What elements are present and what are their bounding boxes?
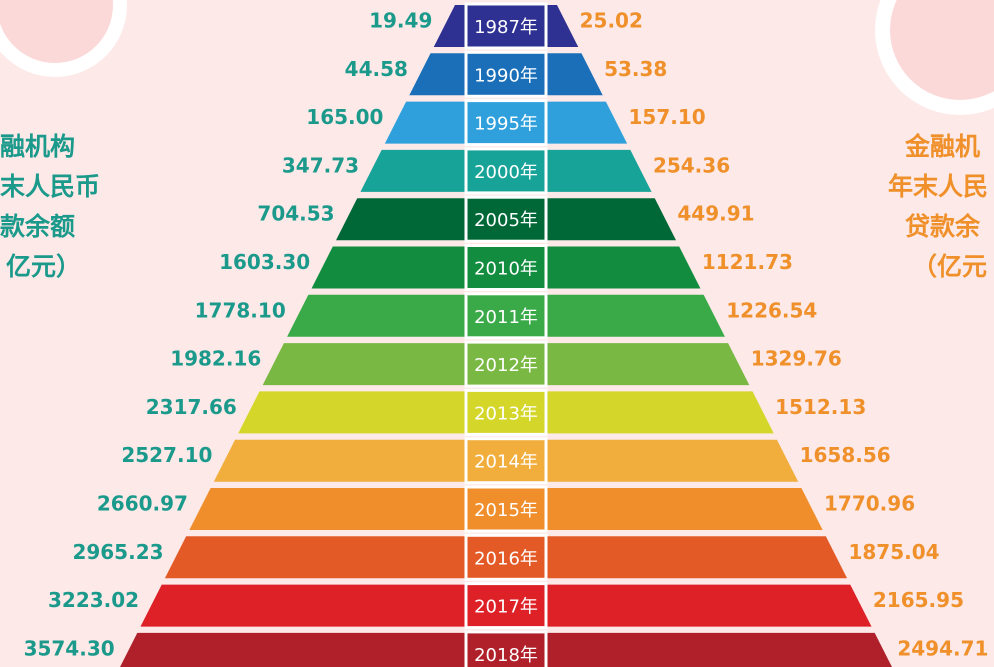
year-box bbox=[464, 99, 548, 147]
loan-value: 1658.56 bbox=[800, 443, 891, 467]
deposit-value: 2660.97 bbox=[97, 492, 188, 516]
year-box bbox=[464, 533, 548, 581]
year-label: 2017年 bbox=[474, 597, 538, 618]
loan-value: 254.36 bbox=[653, 153, 730, 177]
loan-value: 157.10 bbox=[629, 105, 706, 129]
deposit-value: 2527.10 bbox=[121, 443, 212, 467]
year-box bbox=[464, 195, 548, 243]
deposit-value: 19.49 bbox=[369, 9, 432, 33]
deposit-value: 704.53 bbox=[257, 202, 334, 226]
year-label: 2016年 bbox=[474, 548, 538, 569]
year-label: 2011年 bbox=[474, 307, 538, 328]
right-label: （亿元 bbox=[912, 252, 987, 281]
deposit-value: 3223.02 bbox=[48, 588, 139, 612]
loan-value: 449.91 bbox=[677, 202, 754, 226]
decor-circle bbox=[0, 0, 113, 63]
deposit-value: 347.73 bbox=[282, 153, 359, 177]
deposit-value: 44.58 bbox=[345, 57, 408, 81]
deposit-value: 2965.23 bbox=[72, 540, 163, 564]
year-box bbox=[464, 630, 548, 667]
year-label: 1987年 bbox=[474, 17, 538, 38]
loan-value: 2494.71 bbox=[897, 636, 988, 660]
deposit-value: 1982.16 bbox=[170, 347, 261, 371]
left-label: 款余额 bbox=[0, 212, 75, 241]
deposit-value: 165.00 bbox=[306, 105, 383, 129]
deposit-value: 1778.10 bbox=[195, 298, 286, 322]
year-label: 2014年 bbox=[474, 452, 538, 473]
year-label: 2018年 bbox=[474, 645, 538, 666]
loan-value: 25.02 bbox=[580, 9, 643, 33]
deposit-value: 2317.66 bbox=[146, 395, 237, 419]
right-label: 金融机 bbox=[904, 132, 980, 161]
year-box bbox=[464, 582, 548, 630]
year-label: 2000年 bbox=[474, 162, 538, 183]
deposit-value: 1603.30 bbox=[219, 250, 310, 274]
loan-value: 1226.54 bbox=[726, 298, 817, 322]
year-box bbox=[464, 50, 548, 98]
loan-value: 1875.04 bbox=[848, 540, 939, 564]
year-label: 2013年 bbox=[474, 403, 538, 424]
year-box bbox=[464, 147, 548, 195]
year-label: 2005年 bbox=[474, 210, 538, 231]
left-label: 亿元） bbox=[6, 252, 81, 281]
right-label: 年末人民 bbox=[888, 172, 988, 201]
year-label: 2012年 bbox=[474, 355, 538, 376]
left-label: 末人民币 bbox=[0, 172, 100, 201]
year-box bbox=[464, 485, 548, 533]
loan-value: 1512.13 bbox=[775, 395, 866, 419]
loan-value: 2165.95 bbox=[873, 588, 964, 612]
decor-circle bbox=[890, 0, 994, 100]
right-label: 贷款余 bbox=[905, 212, 981, 241]
loan-value: 1121.73 bbox=[702, 250, 793, 274]
year-label: 1995年 bbox=[474, 114, 538, 135]
left-label: 融机构 bbox=[0, 132, 75, 161]
loan-value: 1770.96 bbox=[824, 492, 915, 516]
year-box bbox=[464, 340, 548, 388]
year-label: 1990年 bbox=[474, 65, 538, 86]
year-box bbox=[464, 2, 548, 50]
year-box bbox=[464, 292, 548, 340]
loan-value: 53.38 bbox=[604, 57, 667, 81]
year-label: 2010年 bbox=[474, 259, 538, 280]
deposit-value: 3574.30 bbox=[24, 636, 115, 660]
year-label: 2015年 bbox=[474, 500, 538, 521]
year-box bbox=[464, 244, 548, 291]
year-box bbox=[464, 388, 548, 436]
loan-value: 1329.76 bbox=[751, 347, 842, 371]
year-box bbox=[464, 437, 548, 485]
